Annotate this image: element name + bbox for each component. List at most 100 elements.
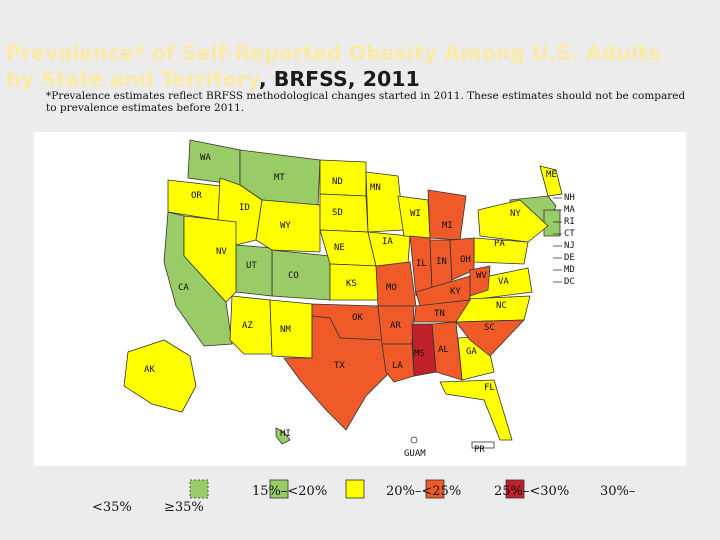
- label-ms: MS: [414, 349, 425, 359]
- label-la: LA: [392, 361, 403, 371]
- label-oh: OH: [460, 255, 471, 265]
- label-ks: KS: [346, 279, 357, 289]
- state-nd[interactable]: [319, 159, 367, 197]
- label-dc: DC: [564, 277, 575, 287]
- legend-swatch-green: [269, 479, 289, 499]
- state-wa[interactable]: [187, 139, 241, 186]
- label-nc: NC: [496, 301, 507, 311]
- green-states: [163, 139, 561, 445]
- label-al: AL: [438, 345, 449, 355]
- state-mn[interactable]: [365, 171, 405, 233]
- state-nv[interactable]: [183, 215, 237, 303]
- state-wy[interactable]: [255, 199, 321, 253]
- label-mt: MT: [274, 173, 285, 183]
- label-mo: MO: [386, 283, 397, 293]
- label-sd: SD: [332, 208, 343, 218]
- label-wv: WV: [476, 271, 487, 281]
- label-ri: RI: [564, 217, 575, 227]
- label-az: AZ: [242, 321, 253, 331]
- state-la[interactable]: [381, 343, 415, 383]
- label-ia: IA: [382, 237, 393, 247]
- label-in: IN: [436, 257, 447, 267]
- orange-states: [283, 189, 525, 431]
- legend-swatch-orange: [425, 479, 445, 499]
- state-ct-nj[interactable]: [543, 209, 561, 237]
- title-line-1: Prevalence* of Self-Reported Obesity Amo…: [6, 41, 661, 65]
- state-tx[interactable]: [283, 315, 391, 431]
- legend-label-20-25: 20%–<25%: [386, 484, 462, 499]
- label-wy: WY: [280, 221, 291, 231]
- legend-label-lt35: <35%: [92, 500, 132, 515]
- label-ga: GA: [466, 347, 477, 357]
- label-fl: FL: [484, 383, 495, 393]
- title-line-2-end: , BRFSS, 2011: [258, 67, 420, 91]
- label-ky: KY: [450, 287, 461, 297]
- label-sc: SC: [484, 323, 495, 333]
- legend-swatches: [189, 479, 525, 499]
- label-or: OR: [191, 191, 202, 201]
- state-sc[interactable]: [455, 319, 525, 357]
- label-ut: UT: [246, 261, 257, 271]
- label-va: VA: [498, 277, 509, 287]
- label-pr: PR: [474, 445, 485, 455]
- state-mi[interactable]: [427, 189, 467, 241]
- label-md: MD: [564, 265, 575, 275]
- label-ak: AK: [144, 365, 155, 375]
- state-nm[interactable]: [269, 299, 313, 359]
- label-nj: NJ: [564, 241, 575, 251]
- label-me: ME: [546, 170, 557, 180]
- state-labels: WA MT ND MN ME OR ID SD WI NY MI WY IA P…: [144, 153, 575, 459]
- label-nd: ND: [332, 177, 343, 187]
- label-id: ID: [239, 203, 250, 213]
- label-guam: GUAM: [404, 449, 426, 459]
- label-wa: WA: [200, 153, 211, 163]
- ne-label-stubs: [553, 197, 562, 283]
- label-ar: AR: [390, 321, 401, 331]
- legend-swatch-dotted: [189, 479, 209, 499]
- state-co[interactable]: [271, 249, 331, 301]
- label-pa: PA: [494, 239, 505, 249]
- label-wi: WI: [410, 209, 421, 219]
- state-ms[interactable]: [411, 323, 437, 377]
- label-ny: NY: [510, 209, 521, 219]
- title-line-2: by State and Territory, BRFSS, 2011: [6, 66, 718, 92]
- label-ca: CA: [178, 283, 189, 293]
- legend-label-30: 30%–: [600, 484, 636, 499]
- red-states: [411, 323, 437, 377]
- label-mn: MN: [370, 183, 381, 193]
- state-ak[interactable]: [123, 339, 197, 413]
- map-title: Prevalence* of Self-Reported Obesity Amo…: [6, 40, 718, 92]
- label-tx: TX: [334, 361, 345, 371]
- label-ma: MA: [564, 205, 575, 215]
- state-ny[interactable]: [477, 199, 549, 243]
- legend-swatch-red: [505, 479, 525, 499]
- label-ok: OK: [352, 313, 363, 323]
- label-de: DE: [564, 253, 575, 263]
- legend-label-15-20: 15%–<20%: [252, 484, 328, 499]
- state-sd[interactable]: [319, 193, 369, 233]
- label-tn: TN: [434, 309, 445, 319]
- label-ct: CT: [564, 229, 575, 239]
- label-ne: NE: [334, 243, 345, 253]
- legend-swatch-yellow: [345, 479, 365, 499]
- state-me[interactable]: [539, 165, 563, 197]
- label-nm: NM: [280, 325, 291, 335]
- label-nh: NH: [564, 193, 575, 203]
- title-line-2-start: by State and Territory: [6, 67, 259, 91]
- label-il: IL: [416, 259, 427, 269]
- state-fl[interactable]: [439, 379, 513, 441]
- label-mi: MI: [442, 221, 453, 231]
- territory-pr[interactable]: [471, 441, 495, 449]
- territory-guam[interactable]: [410, 436, 418, 444]
- state-az[interactable]: [229, 295, 273, 355]
- label-hi: HI: [280, 429, 291, 439]
- state-hi[interactable]: [275, 427, 291, 445]
- legend-label-25-30: 25%–<30%: [494, 484, 570, 499]
- footnote: *Prevalence estimates reflect BRFSS meth…: [46, 90, 686, 114]
- legend-label-ge35: ≥35%: [164, 500, 204, 515]
- label-nv: NV: [216, 247, 227, 257]
- state-wv[interactable]: [469, 265, 491, 297]
- yellow-states: [123, 159, 563, 441]
- territories: [410, 436, 495, 449]
